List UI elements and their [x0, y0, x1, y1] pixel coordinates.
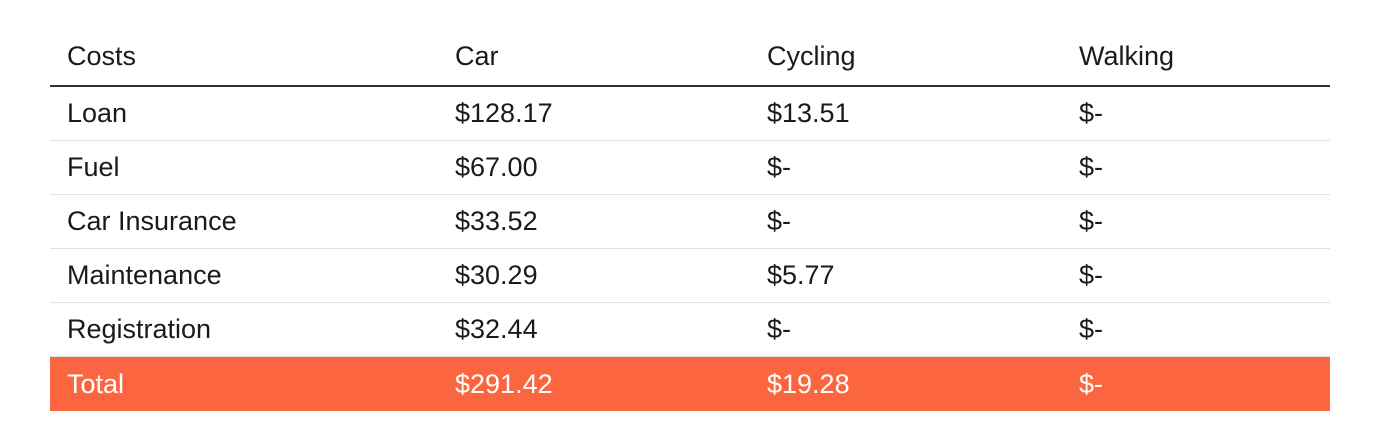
table-body: Loan $128.17 $13.51 $- Fuel $67.00 $- $-…: [50, 86, 1330, 411]
total-label: Total: [50, 356, 438, 411]
walking-cost: $-: [1062, 194, 1330, 249]
cycling-cost: $-: [750, 302, 1062, 357]
table-row: Fuel $67.00 $- $-: [50, 140, 1330, 195]
cost-comparison-table-container: Costs Car Cycling Walking Loan $128.17 $…: [50, 28, 1330, 411]
cycling-total: $19.28: [750, 356, 1062, 411]
car-cost: $128.17: [438, 86, 750, 141]
walking-cost: $-: [1062, 248, 1330, 303]
cost-label: Maintenance: [50, 248, 438, 303]
cost-label: Loan: [50, 86, 438, 141]
table-row: Loan $128.17 $13.51 $-: [50, 86, 1330, 141]
header-row: Costs Car Cycling Walking: [50, 28, 1330, 87]
cost-label: Registration: [50, 302, 438, 357]
cycling-cost: $5.77: [750, 248, 1062, 303]
walking-cost: $-: [1062, 140, 1330, 195]
header-costs: Costs: [50, 28, 438, 87]
cycling-cost: $13.51: [750, 86, 1062, 141]
total-row: Total $291.42 $19.28 $-: [50, 356, 1330, 411]
header-walking: Walking: [1062, 28, 1330, 87]
cost-label: Car Insurance: [50, 194, 438, 249]
walking-total: $-: [1062, 356, 1330, 411]
walking-cost: $-: [1062, 86, 1330, 141]
table-row: Car Insurance $33.52 $- $-: [50, 194, 1330, 249]
walking-cost: $-: [1062, 302, 1330, 357]
car-cost: $32.44: [438, 302, 750, 357]
cycling-cost: $-: [750, 194, 1062, 249]
table-header: Costs Car Cycling Walking: [50, 28, 1330, 87]
cost-comparison-table: Costs Car Cycling Walking Loan $128.17 $…: [50, 28, 1330, 411]
header-cycling: Cycling: [750, 28, 1062, 87]
table-row: Maintenance $30.29 $5.77 $-: [50, 248, 1330, 303]
table-row: Registration $32.44 $- $-: [50, 302, 1330, 357]
cost-label: Fuel: [50, 140, 438, 195]
car-cost: $30.29: [438, 248, 750, 303]
car-cost: $67.00: [438, 140, 750, 195]
car-total: $291.42: [438, 356, 750, 411]
car-cost: $33.52: [438, 194, 750, 249]
cycling-cost: $-: [750, 140, 1062, 195]
header-car: Car: [438, 28, 750, 87]
